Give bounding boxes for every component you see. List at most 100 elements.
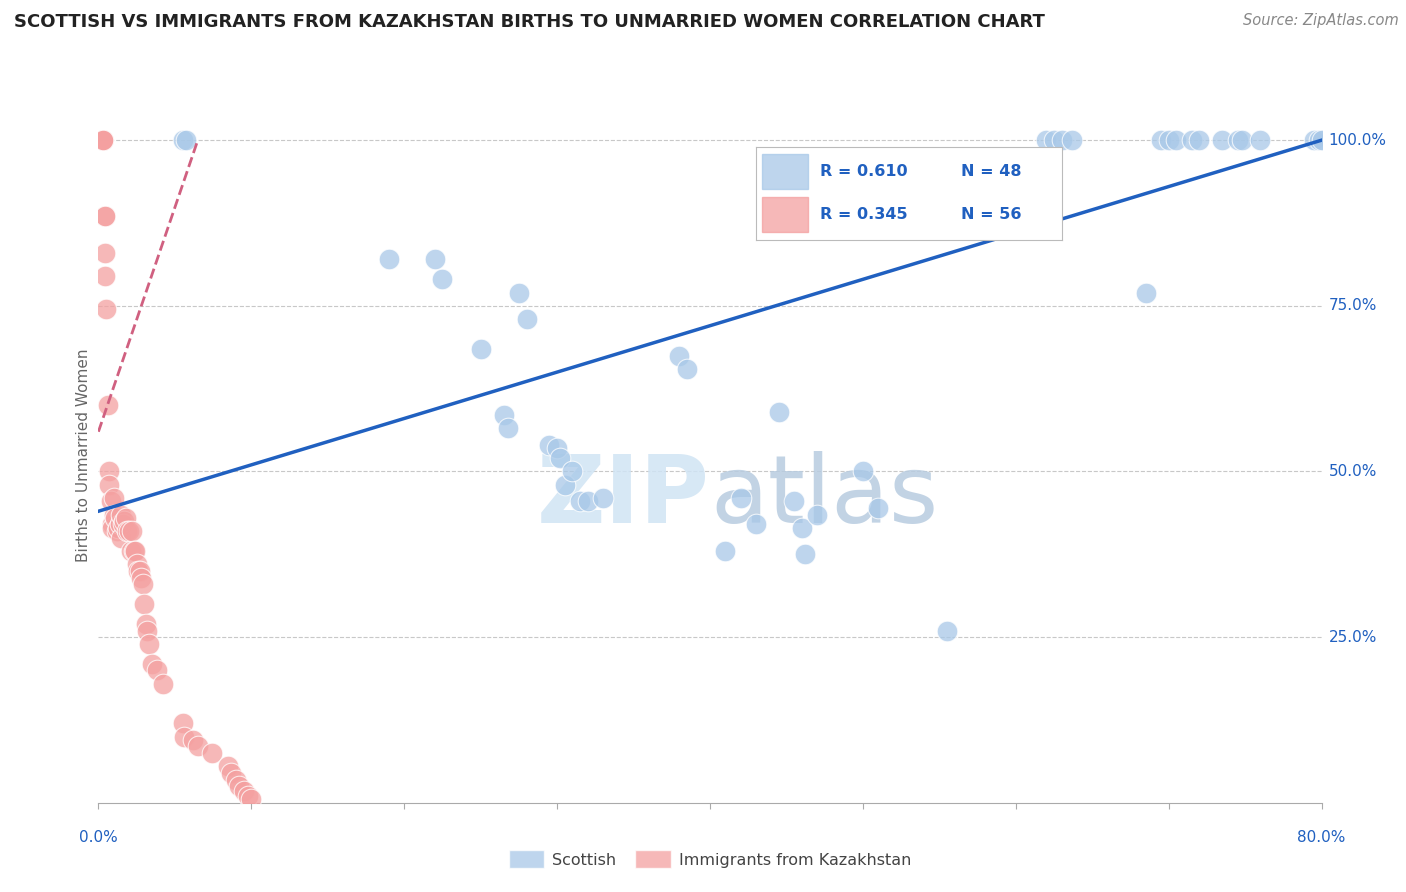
Point [508, 285, 530, 300]
Point [110, 508, 132, 522]
Text: 25.0%: 25.0% [1329, 630, 1376, 645]
Point [790, 521, 813, 535]
Point [101, 517, 124, 532]
Point [93, 210, 115, 224]
Point [128, 564, 150, 578]
Point [676, 361, 699, 376]
Point [125, 558, 148, 572]
Point [1230, 133, 1253, 147]
Point [135, 616, 157, 631]
Point [103, 491, 125, 505]
Point [423, 252, 446, 267]
Point [97, 398, 120, 412]
Text: atlas: atlas [710, 450, 938, 542]
Point [1181, 133, 1204, 147]
Point [118, 524, 141, 538]
Point [232, 784, 254, 798]
Point [470, 342, 492, 356]
Point [1188, 133, 1211, 147]
Point [91, 133, 114, 147]
Point [112, 514, 135, 528]
Point [104, 511, 127, 525]
Point [111, 517, 134, 532]
Point [145, 663, 167, 677]
Text: R = 0.610: R = 0.610 [820, 164, 908, 179]
Point [127, 564, 149, 578]
Point [1062, 133, 1084, 147]
Point [94, 302, 117, 317]
Point [1035, 133, 1057, 147]
Point [592, 491, 614, 505]
Point [187, 739, 209, 754]
Point [378, 252, 401, 267]
Point [496, 421, 519, 435]
Bar [762, 197, 808, 232]
Point [129, 570, 152, 584]
Point [217, 759, 239, 773]
Legend: Scottish, Immigrants from Kazakhstan: Scottish, Immigrants from Kazakhstan [503, 844, 917, 875]
Point [115, 511, 138, 525]
Point [569, 494, 592, 508]
Point [101, 521, 124, 535]
Point [730, 491, 752, 505]
Point [1211, 133, 1233, 147]
Point [1308, 133, 1330, 147]
Text: 50.0%: 50.0% [1329, 464, 1376, 479]
Point [852, 465, 875, 479]
Point [200, 746, 222, 760]
Point [576, 494, 599, 508]
Point [668, 349, 690, 363]
Point [138, 637, 160, 651]
Text: 80.0%: 80.0% [1298, 830, 1346, 845]
Point [152, 676, 174, 690]
Point [174, 133, 197, 147]
Point [98, 477, 121, 491]
Point [93, 268, 115, 283]
Point [108, 517, 131, 532]
Point [238, 789, 260, 804]
Text: Source: ZipAtlas.com: Source: ZipAtlas.com [1243, 13, 1399, 29]
Point [1157, 133, 1180, 147]
Point [93, 245, 115, 260]
Point [745, 517, 768, 532]
Text: N = 48: N = 48 [960, 164, 1021, 179]
Point [93, 210, 115, 224]
Point [124, 544, 146, 558]
Point [91, 133, 114, 147]
Point [100, 494, 122, 508]
Point [516, 312, 538, 326]
Text: 75.0%: 75.0% [1329, 298, 1376, 313]
Point [714, 544, 737, 558]
Point [181, 732, 204, 747]
Point [117, 524, 139, 538]
Text: 0.0%: 0.0% [79, 830, 118, 845]
Point [110, 531, 132, 545]
Point [221, 766, 243, 780]
Point [91, 133, 114, 147]
Point [132, 577, 155, 591]
Point [561, 465, 583, 479]
Point [103, 508, 125, 522]
Point [1310, 133, 1333, 147]
Point [546, 442, 568, 456]
Y-axis label: Births to Unmarried Women: Births to Unmarried Women [76, 348, 91, 562]
Point [228, 779, 250, 793]
Point [134, 597, 156, 611]
Point [120, 544, 142, 558]
Text: SCOTTISH VS IMMIGRANTS FROM KAZAKHSTAN BIRTHS TO UNMARRIED WOMEN CORRELATION CHA: SCOTTISH VS IMMIGRANTS FROM KAZAKHSTAN B… [14, 13, 1045, 31]
Text: R = 0.345: R = 0.345 [820, 207, 908, 222]
Point [868, 500, 890, 515]
Point [173, 730, 195, 744]
Point [1166, 133, 1188, 147]
Point [91, 133, 114, 147]
Text: 100.0%: 100.0% [1329, 133, 1386, 148]
Point [432, 272, 454, 286]
Point [1226, 133, 1249, 147]
Point [793, 547, 815, 561]
Point [105, 524, 128, 538]
Point [98, 465, 121, 479]
Point [122, 544, 145, 558]
Point [1150, 133, 1173, 147]
Point [1050, 133, 1073, 147]
Point [1249, 133, 1271, 147]
